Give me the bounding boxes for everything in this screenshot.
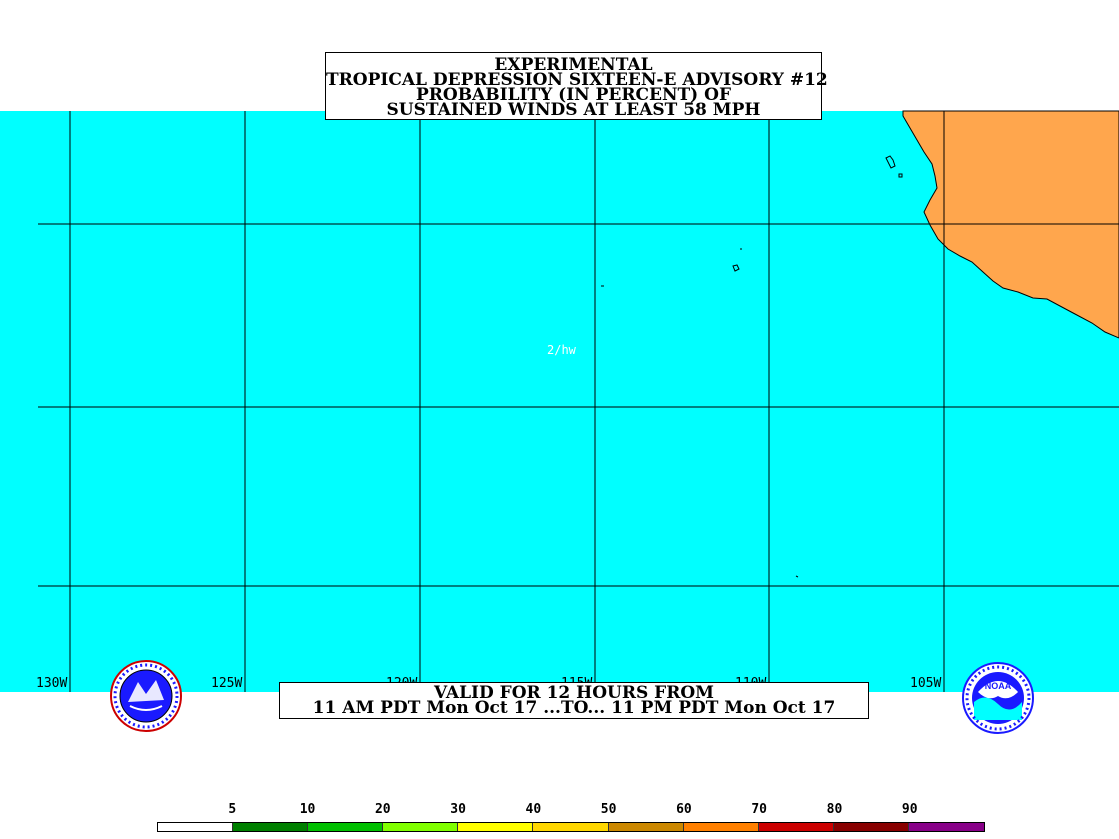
- legend-cell: [158, 823, 234, 831]
- noaa-text: NOAA: [985, 681, 1012, 691]
- legend-ticks: 5 10 20 30 40 50 60 70 80 90: [0, 802, 1119, 818]
- valid-line-2: 11 AM PDT Mon Oct 17 ...TO... 11 PM PDT …: [312, 698, 836, 718]
- island: [898, 173, 903, 178]
- title-line-2: TROPICAL DEPRESSION SIXTEEN-E ADVISORY #…: [326, 70, 828, 90]
- legend-tick-label: 50: [600, 802, 617, 817]
- title-line-1: EXPERIMENTAL: [494, 55, 653, 75]
- island: [795, 575, 799, 578]
- graticule: [38, 111, 1119, 692]
- legend-cell: [758, 823, 834, 831]
- national-weather-service-logo: [110, 660, 182, 732]
- legend-cell: [233, 823, 309, 831]
- legend-tick-label: 80: [826, 802, 843, 817]
- islands: [601, 155, 903, 578]
- legend-tick-label: 20: [374, 802, 391, 817]
- lon-label-105w: 105W: [910, 676, 942, 691]
- legend-cell: [383, 823, 459, 831]
- legend-tick-label: 40: [525, 802, 542, 817]
- legend-tick-label: 90: [901, 802, 918, 817]
- lon-label-125w: 125W: [211, 676, 243, 691]
- title-box: EXPERIMENTAL TROPICAL DEPRESSION SIXTEEN…: [325, 52, 828, 120]
- island: [885, 155, 896, 169]
- legend-tick-label: 60: [676, 802, 692, 817]
- legend-color-bar: [157, 822, 985, 832]
- legend-cell: [683, 823, 759, 831]
- legend-tick-label: 30: [450, 802, 466, 817]
- legend-cell: [833, 823, 909, 831]
- legend-tick-label: 5: [228, 802, 237, 817]
- credit-label: 2/hw: [547, 343, 576, 357]
- legend-tick-label: 10: [299, 802, 316, 817]
- legend-cell: [533, 823, 609, 831]
- legend-tick-label: 70: [751, 802, 767, 817]
- title-line-3: PROBABILITY (IN PERCENT) OF: [415, 85, 732, 105]
- noaa-logo: NOAA: [962, 662, 1034, 734]
- legend-cell: [308, 823, 384, 831]
- lon-label-130w: 130W: [36, 676, 68, 691]
- valid-line-1: VALID FOR 12 HOURS FROM: [434, 683, 714, 703]
- valid-period-box: VALID FOR 12 HOURS FROM 11 AM PDT Mon Oc…: [279, 682, 869, 719]
- legend-cell: [458, 823, 534, 831]
- island: [732, 264, 740, 272]
- title-line-4: SUSTAINED WINDS AT LEAST 58 MPH: [386, 100, 761, 120]
- legend-cell: [908, 823, 985, 831]
- legend-cell: [608, 823, 684, 831]
